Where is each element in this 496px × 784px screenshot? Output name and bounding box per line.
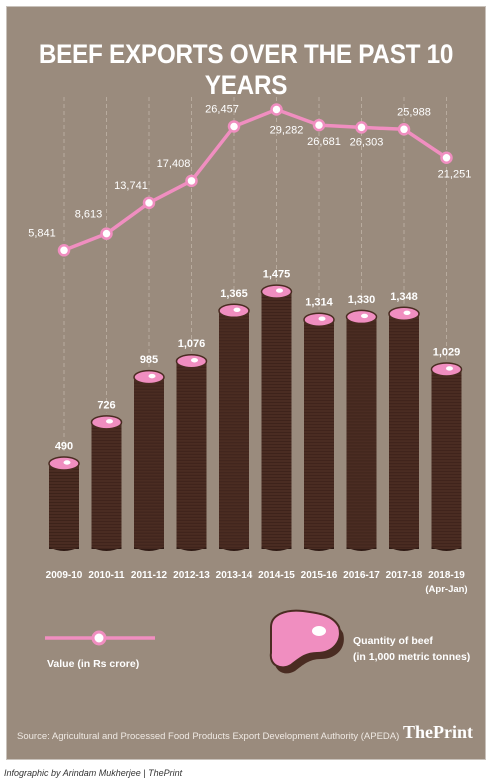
credit-line: Infographic by Arindam Mukherjee | ThePr… bbox=[4, 768, 183, 778]
line-point bbox=[270, 103, 283, 116]
bar-body bbox=[49, 463, 79, 549]
line-value-label: 8,613 bbox=[75, 209, 103, 221]
bar-cap-bone bbox=[63, 460, 71, 465]
line-value-label: 25,988 bbox=[397, 106, 431, 118]
value-line bbox=[63, 107, 448, 252]
line-value-label: 26,303 bbox=[350, 136, 384, 148]
bar-body bbox=[219, 310, 249, 549]
bar-value-label: 1,330 bbox=[348, 294, 376, 306]
category-label: 2011-12 bbox=[131, 570, 168, 581]
line-point bbox=[185, 174, 198, 188]
infographic: BEEF EXPORTS OVER THE PAST 10 YEARS 490 2… bbox=[6, 6, 486, 760]
legend-line-marker bbox=[91, 630, 107, 646]
bar-base bbox=[176, 547, 207, 551]
line-point bbox=[57, 244, 71, 257]
bar-base bbox=[431, 547, 462, 551]
bar-body bbox=[304, 319, 334, 549]
bar-cap-bone bbox=[148, 373, 156, 379]
bar-body bbox=[134, 377, 164, 549]
line-value-label: 26,457 bbox=[205, 103, 239, 115]
bar-2011-12 bbox=[133, 369, 165, 551]
bar-2009-10 bbox=[48, 456, 80, 551]
category-note: (Apr-Jan) bbox=[425, 584, 467, 595]
line-value-label: 5,841 bbox=[28, 227, 56, 239]
bar-cap-bone bbox=[403, 310, 411, 315]
bar-cap-bone bbox=[106, 419, 113, 424]
chart-area: 490 2009-10 726 2010-11 985 2011-12 1,076 2012-… bbox=[28, 97, 472, 674]
bar-base bbox=[134, 547, 164, 551]
bar-value-label: 726 bbox=[97, 399, 115, 411]
bar-cap-bone bbox=[318, 316, 326, 321]
bar-value-label: 1,475 bbox=[263, 269, 291, 281]
category-label: 2010-11 bbox=[88, 570, 125, 581]
category-label: 2017-18 bbox=[386, 570, 423, 581]
legend-bar-label-1: Quantity of beef bbox=[353, 635, 433, 647]
bar-2014-15 bbox=[260, 284, 293, 551]
bar-cap-bone bbox=[446, 366, 453, 371]
bar-value-label: 1,076 bbox=[178, 338, 206, 350]
chart-title: BEEF EXPORTS OVER THE PAST 10 YEARS bbox=[38, 39, 454, 100]
bar-value-label: 490 bbox=[55, 440, 73, 452]
bar-body bbox=[389, 313, 419, 549]
bar-cap-bone bbox=[191, 358, 198, 363]
bar-value-label: 1,029 bbox=[433, 346, 461, 358]
bar-value-label: 1,365 bbox=[220, 288, 248, 300]
bar-cap-bone bbox=[276, 288, 283, 293]
legend-steak-bone bbox=[312, 626, 326, 636]
brand-logo: ThePrint bbox=[403, 722, 473, 742]
legend-line-label: Value (in Rs crore) bbox=[47, 658, 140, 670]
category-label: 2014-15 bbox=[258, 570, 295, 581]
line-value-label: 29,282 bbox=[270, 125, 304, 137]
category-label: 2009-10 bbox=[46, 570, 83, 581]
line-point bbox=[142, 196, 156, 210]
bar-2018-19 bbox=[430, 362, 463, 551]
legend-bar-label-2: (in 1,000 metric tonnes) bbox=[353, 651, 471, 663]
bar-value-label: 1,348 bbox=[390, 291, 418, 303]
bar-value-label: 1,314 bbox=[305, 297, 333, 309]
bar-2015-16 bbox=[303, 312, 335, 551]
line-point bbox=[397, 123, 411, 136]
category-label: 2012-13 bbox=[173, 570, 210, 581]
category-label: 2018-19 bbox=[428, 570, 465, 581]
category-label: 2015-16 bbox=[301, 570, 338, 581]
category-label: 2013-14 bbox=[216, 570, 253, 581]
bar-base bbox=[219, 547, 249, 551]
line-point bbox=[355, 121, 368, 134]
line-point bbox=[312, 118, 326, 132]
legend bbox=[45, 609, 344, 674]
bar-body bbox=[176, 361, 207, 549]
bar-base bbox=[389, 547, 419, 551]
bar-base bbox=[49, 547, 79, 551]
line-point bbox=[227, 120, 241, 133]
bar-base bbox=[304, 547, 334, 551]
legend-steak-icon bbox=[269, 609, 341, 669]
line-point bbox=[440, 151, 453, 164]
bar-body bbox=[346, 316, 377, 549]
line-value-label: 26,681 bbox=[307, 136, 341, 148]
bar-cap-bone bbox=[361, 313, 368, 319]
bar-2016-17 bbox=[345, 309, 378, 551]
source-note: Source: Agricultural and Processed Food … bbox=[17, 731, 400, 742]
bar-base bbox=[261, 547, 292, 551]
bar-2013-14 bbox=[218, 303, 250, 551]
bar-2010-11 bbox=[90, 415, 123, 551]
line-value-label: 21,251 bbox=[438, 169, 472, 181]
line-value-label: 13,741 bbox=[114, 180, 148, 192]
line-value-label: 17,408 bbox=[157, 158, 191, 170]
bar-2012-13 bbox=[175, 353, 208, 551]
bar-cap-bone bbox=[233, 307, 241, 313]
category-label: 2016-17 bbox=[343, 570, 380, 581]
bar-value-label: 985 bbox=[140, 354, 158, 366]
line-point bbox=[100, 227, 113, 240]
bar-2017-18 bbox=[388, 306, 420, 551]
bar-base bbox=[346, 547, 377, 551]
bar-base bbox=[91, 547, 122, 551]
